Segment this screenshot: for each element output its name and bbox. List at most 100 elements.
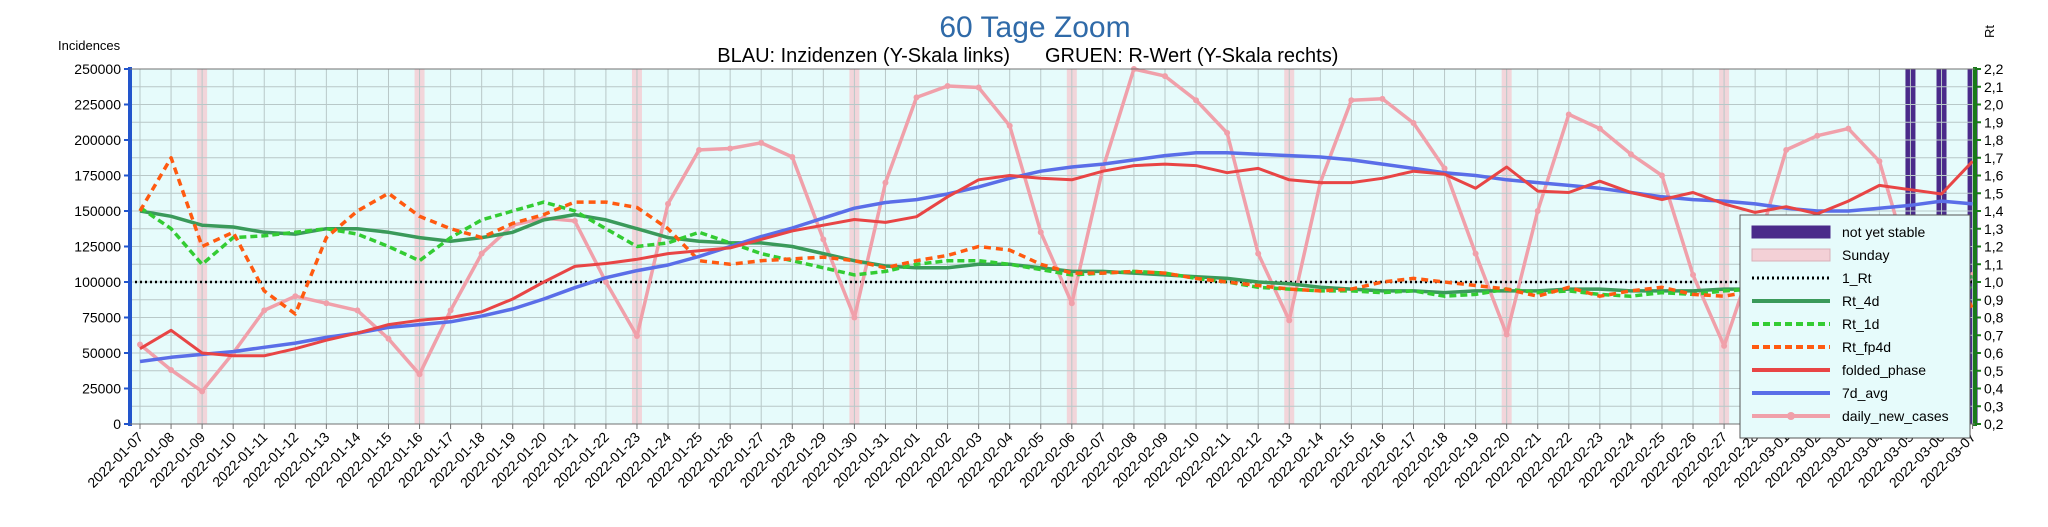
point-daily-new-cases (168, 367, 175, 374)
legend-label: Sunday (1842, 247, 1889, 263)
point-daily-new-cases (851, 314, 858, 321)
left-tick-label: 50000 (82, 345, 121, 361)
right-tick-label: 2,2 (1984, 61, 2004, 77)
right-tick-label: 1,3 (1984, 221, 2004, 237)
left-tick-label: 175000 (74, 168, 121, 184)
series-folded-phase (139, 160, 1974, 358)
point-daily-new-cases (1534, 208, 1541, 214)
right-tick-label: 0,3 (1984, 398, 2004, 414)
point-daily-new-cases (1627, 151, 1634, 158)
point-daily-new-cases (1255, 250, 1262, 257)
right-tick-label: 0,8 (1984, 310, 2004, 326)
left-tick-label: 0 (113, 416, 121, 432)
point-daily-new-cases (571, 217, 578, 224)
legend-label: Rt_fp4d (1842, 339, 1891, 355)
y-axis-label: Incidences (58, 38, 121, 53)
right-tick-label: 2,0 (1984, 97, 2004, 113)
point-daily-new-cases (1162, 73, 1168, 80)
point-daily-new-cases (1068, 300, 1075, 307)
point-daily-new-cases (447, 307, 454, 314)
right-tick-label: 2,1 (1984, 79, 2004, 95)
right-tick-label: 0,7 (1984, 327, 2004, 343)
point-daily-new-cases (354, 307, 361, 314)
left-tick-label: 25000 (82, 381, 121, 397)
point-daily-new-cases (1721, 342, 1728, 349)
legend-label: daily_new_cases (1842, 408, 1949, 424)
point-daily-new-cases (1783, 146, 1790, 153)
legend-label: Rt_1d (1842, 316, 1879, 332)
legend-label: 7d_avg (1842, 385, 1888, 401)
legend-label: 1_Rt (1842, 270, 1872, 286)
left-tick-label: 150000 (74, 203, 121, 219)
legend: not yet stable Sunday 1_Rt Rt_4d Rt_1d Rt_fp4… (1739, 214, 1971, 439)
right-tick-label: 0,9 (1984, 292, 2004, 308)
point-daily-new-cases (1503, 331, 1510, 338)
right-tick-label: 1,7 (1984, 150, 2004, 166)
y2-axis-label: Rt (1982, 25, 1997, 38)
point-daily-new-cases (665, 200, 672, 207)
left-tick-labels: 0 25000 50000 75000 100000 125000 150000 175000… (74, 61, 130, 432)
point-daily-new-cases (292, 293, 299, 300)
right-tick-label: 1,6 (1984, 168, 2004, 184)
legend-swatch (1751, 225, 1831, 239)
legend-swatch-marker (1787, 412, 1795, 420)
point-daily-new-cases (1441, 165, 1448, 172)
chart-subtitle-left: BLAU: Inzidenzen (Y-Skala links) (717, 45, 1010, 67)
point-daily-new-cases (727, 145, 734, 152)
right-tick-label: 0,4 (1984, 381, 2004, 397)
point-daily-new-cases (975, 84, 982, 91)
point-daily-new-cases (944, 83, 951, 90)
point-daily-new-cases (1814, 132, 1821, 139)
point-daily-new-cases (696, 146, 703, 153)
point-daily-new-cases (137, 341, 143, 348)
point-daily-new-cases (323, 300, 330, 307)
point-daily-new-cases (789, 154, 796, 161)
point-daily-new-cases (1224, 129, 1231, 136)
left-tick-label: 75000 (82, 310, 121, 326)
point-daily-new-cases (602, 279, 609, 285)
chart-subtitle-right: GRUEN: R-Wert (Y-Skala rechts) (1045, 45, 1338, 67)
point-daily-new-cases (1876, 158, 1883, 165)
point-daily-new-cases (758, 139, 765, 146)
left-tick-label: 125000 (74, 239, 121, 255)
point-daily-new-cases (199, 388, 206, 395)
point-daily-new-cases (416, 371, 423, 378)
point-daily-new-cases (1006, 122, 1013, 129)
point-daily-new-cases (1596, 125, 1603, 132)
legend-label: Rt_4d (1842, 293, 1879, 309)
right-tick-label: 1,5 (1984, 185, 2004, 201)
right-tick-label: 1,9 (1984, 114, 2004, 130)
point-daily-new-cases (1690, 271, 1697, 278)
point-daily-new-cases (1410, 119, 1417, 126)
point-daily-new-cases (882, 179, 889, 186)
point-daily-new-cases (913, 94, 920, 101)
legend-swatch (1751, 248, 1831, 262)
legend-label: folded_phase (1842, 362, 1926, 378)
right-tick-label: 0,2 (1984, 416, 2004, 432)
series-rt-1d (139, 200, 1974, 298)
chart-title: 60 Tage Zoom (939, 11, 1130, 44)
point-daily-new-cases (1193, 97, 1200, 104)
point-daily-new-cases (1286, 317, 1293, 324)
left-tick-label: 250000 (74, 61, 121, 77)
point-daily-new-cases (1845, 125, 1852, 132)
right-tick-label: 1,4 (1984, 203, 2004, 219)
left-tick-label: 225000 (74, 97, 121, 113)
right-tick-label: 0,5 (1984, 363, 2004, 379)
right-tick-labels: 0,2 0,30,4 0,5 0,6 0,70,8 0,9 1,0 1,11,2 1,3 1,4 1… (1975, 61, 2004, 432)
point-daily-new-cases (1037, 229, 1044, 236)
point-daily-new-cases (478, 250, 485, 257)
point-daily-new-cases (1658, 172, 1665, 179)
series-lines (137, 66, 1976, 395)
right-tick-label: 1,8 (1984, 132, 2004, 148)
left-tick-label: 200000 (74, 132, 121, 148)
point-daily-new-cases (633, 332, 640, 339)
gridlines (130, 68, 1975, 425)
x-tick-labels: 2022-01-072022-01-082022-01-092022-01-10… (84, 424, 1979, 491)
point-daily-new-cases (385, 335, 392, 342)
point-daily-new-cases (1348, 97, 1355, 104)
left-tick-label: 100000 (74, 274, 121, 290)
right-tick-label: 0,6 (1984, 345, 2004, 361)
point-daily-new-cases (1379, 95, 1386, 102)
